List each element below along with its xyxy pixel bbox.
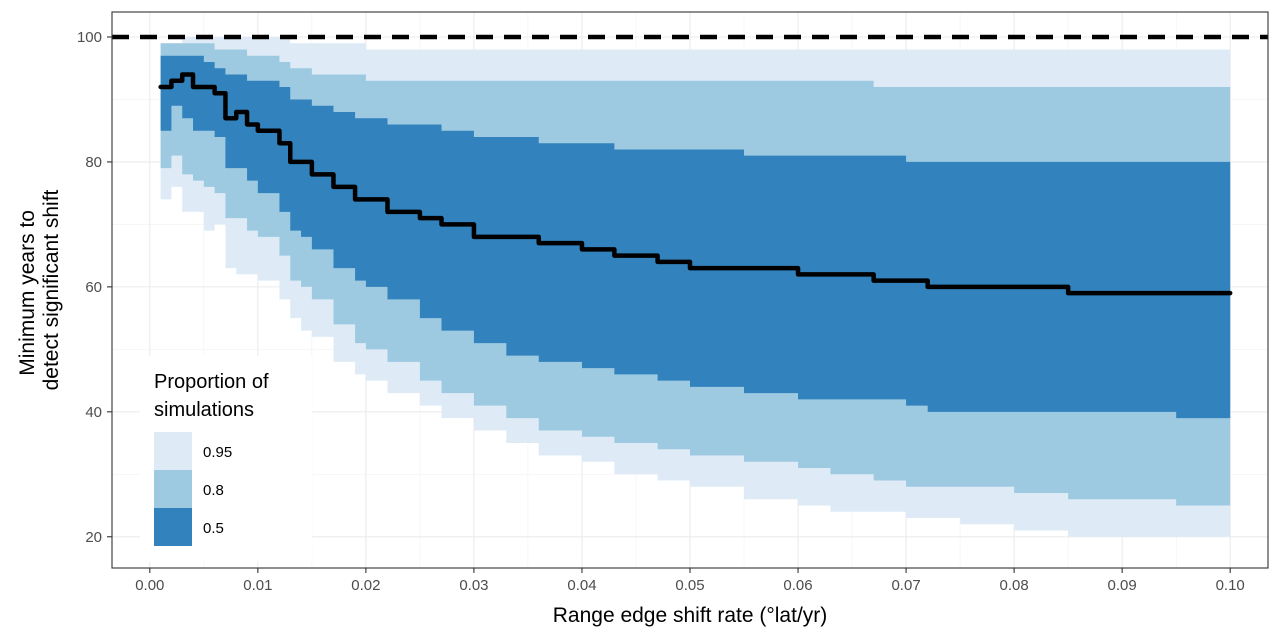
y-axis-title-line-2: detect significant shift	[40, 189, 63, 390]
y-axis-title: Minimum years to detect significant shif…	[16, 189, 63, 390]
y-tick-label: 40	[85, 404, 102, 421]
y-tick-label: 20	[85, 529, 102, 546]
legend-key-0.5	[154, 508, 192, 546]
x-tick-label: 0.05	[675, 577, 704, 594]
x-tick-label: 0.00	[135, 577, 164, 594]
legend-key-0.95	[154, 432, 192, 470]
legend-title-line-1: Proportion of	[154, 371, 269, 393]
band-0.5	[160, 55, 1231, 425]
x-tick-label: 0.09	[1108, 577, 1137, 594]
legend-label-0.8: 0.8	[203, 482, 224, 499]
x-tick-label: 0.04	[567, 577, 596, 594]
ribbon-bands	[160, 36, 1231, 544]
axes: 0.00 0.01 0.02 0.03 0.04 0.05 0.06 0.07 0.08 0.09…	[77, 29, 1245, 594]
y-tick-label: 80	[85, 154, 102, 171]
y-axis-title-line-1: Minimum years to	[16, 210, 39, 376]
x-tick-label: 0.03	[459, 577, 488, 594]
median-line-layer	[158, 72, 1233, 296]
y-tick-label: 60	[85, 279, 102, 296]
median-line	[158, 72, 1233, 296]
x-tick-label: 0.08	[1000, 577, 1029, 594]
x-tick-label: 0.06	[783, 577, 812, 594]
legend-label-0.5: 0.5	[203, 520, 224, 537]
legend-label-0.95: 0.95	[203, 444, 232, 461]
x-tick-label: 0.07	[891, 577, 920, 594]
legend-key-0.8	[154, 470, 192, 508]
x-tick-label: 0.02	[351, 577, 380, 594]
x-tick-label: 0.01	[243, 577, 272, 594]
legend: Proportion of simulations 0.95 0.8 0.5	[140, 356, 312, 562]
legend-title-line-2: simulations	[154, 399, 254, 421]
x-tick-label: 0.10	[1216, 577, 1245, 594]
x-axis-title: Range edge shift rate (°lat/yr)	[553, 604, 828, 627]
y-tick-label: 100	[77, 29, 102, 46]
